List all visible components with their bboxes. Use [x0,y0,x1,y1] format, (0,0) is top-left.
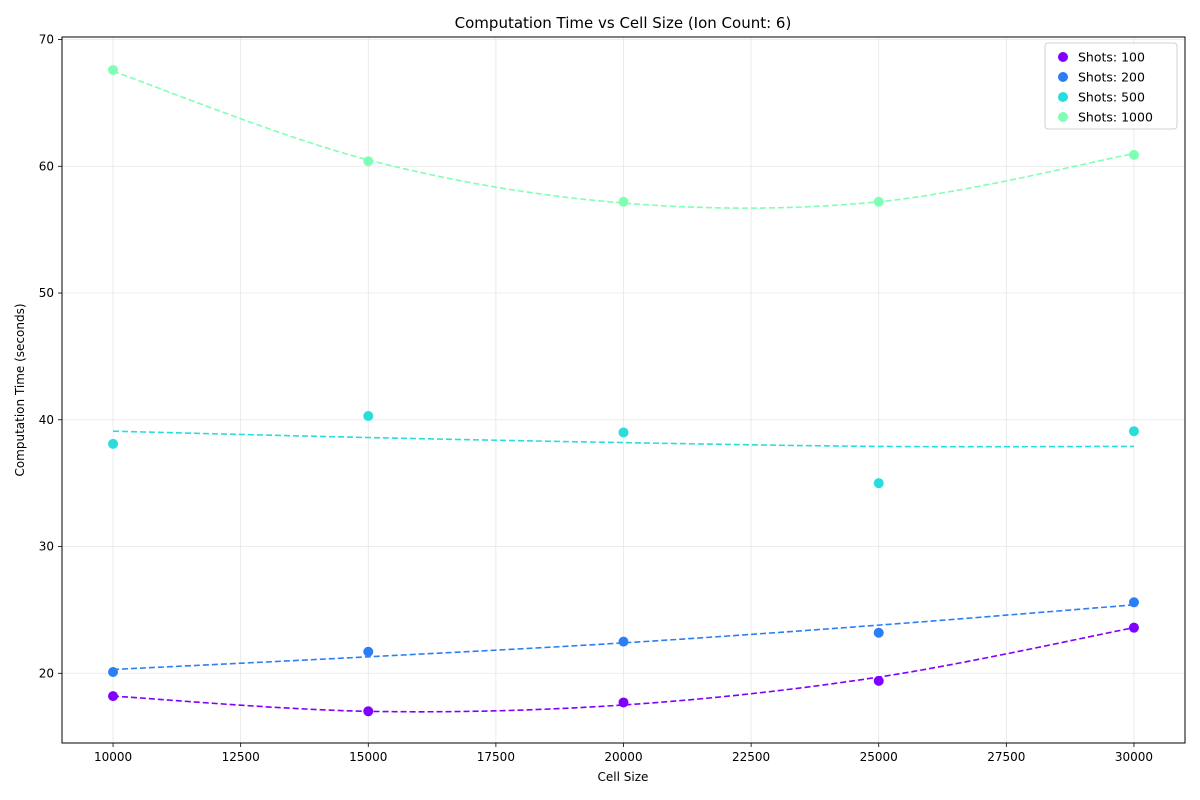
data-point [108,667,119,678]
data-point [363,410,374,421]
trend-lines [112,70,1135,713]
x-tick-label: 27500 [987,750,1025,764]
y-axis-title: Computation Time (seconds) [13,303,27,476]
data-point [873,478,884,489]
data-point [618,636,629,647]
data-point [1128,597,1139,608]
legend-label: Shots: 500 [1078,90,1145,105]
y-tick-label: 30 [39,540,54,554]
chart-title: Computation Time vs Cell Size (Ion Count… [455,14,792,32]
x-tick-label: 25000 [860,750,898,764]
data-point [873,627,884,638]
data-points [108,64,1139,717]
data-point [1128,426,1139,437]
data-point [1128,149,1139,160]
legend-label: Shots: 100 [1078,50,1145,65]
legend-marker [1058,92,1068,102]
y-tick-label: 20 [39,666,54,680]
data-point [873,196,884,207]
data-point [1128,622,1139,633]
data-point [108,64,119,75]
data-point [108,691,119,702]
legend: Shots: 100 Shots: 200 Shots: 500 Shots: 100… [1044,42,1178,130]
y-tick-label: 50 [39,286,54,300]
trend-line-2 [113,430,1134,448]
data-point [873,675,884,686]
y-tick-label: 60 [39,159,54,173]
legend-marker [1058,52,1068,62]
x-tick-label: 22500 [732,750,770,764]
x-tick-label: 10000 [94,750,132,764]
y-axis-ticks: 20 30 40 50 60 70 [39,33,62,680]
data-point [108,438,119,449]
legend-label: Shots: 1000 [1078,110,1153,125]
data-point [618,427,629,438]
legend-marker [1058,112,1068,122]
data-point [363,646,374,657]
legend-label: Shots: 200 [1078,70,1145,85]
y-tick-label: 70 [39,33,54,47]
legend-box [1044,42,1178,130]
x-axis-ticks: 10000 12500 15000 17500 20000 22500 25000 27500… [94,743,1153,764]
data-point [618,697,629,708]
x-tick-label: 17500 [477,750,515,764]
x-tick-label: 30000 [1115,750,1153,764]
trend-line-3 [112,70,1135,209]
data-point [363,706,374,717]
trend-line-1 [113,604,1135,671]
y-tick-label: 40 [39,413,54,427]
trend-line-0 [112,626,1135,713]
data-point [618,196,629,207]
data-point [363,156,374,167]
x-tick-label: 12500 [222,750,260,764]
legend-marker [1058,72,1068,82]
x-tick-label: 15000 [349,750,387,764]
grid [62,37,1185,743]
x-axis-title: Cell Size [598,770,649,784]
x-tick-label: 20000 [604,750,642,764]
